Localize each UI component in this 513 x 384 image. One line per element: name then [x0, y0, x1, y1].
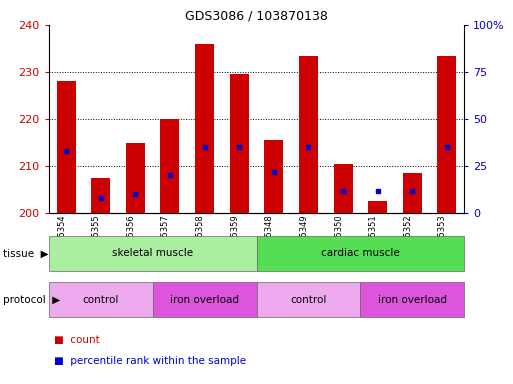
Text: protocol  ▶: protocol ▶	[3, 295, 60, 305]
Text: cardiac muscle: cardiac muscle	[321, 248, 400, 258]
Text: ■  percentile rank within the sample: ■ percentile rank within the sample	[54, 356, 246, 366]
Bar	[299, 56, 318, 213]
Bar	[230, 74, 249, 213]
Text: control: control	[290, 295, 327, 305]
Text: GDS3086 / 103870138: GDS3086 / 103870138	[185, 10, 328, 23]
Bar	[333, 164, 352, 213]
Text: control: control	[83, 295, 119, 305]
Bar	[360, 282, 464, 317]
Bar	[368, 201, 387, 213]
Bar	[49, 236, 256, 271]
Text: ■  count: ■ count	[54, 335, 100, 345]
Bar	[264, 140, 283, 213]
Bar	[126, 142, 145, 213]
Bar	[256, 282, 360, 317]
Bar	[49, 282, 153, 317]
Bar	[91, 178, 110, 213]
Bar	[438, 56, 457, 213]
Text: skeletal muscle: skeletal muscle	[112, 248, 193, 258]
Text: iron overload: iron overload	[170, 295, 239, 305]
Bar	[403, 173, 422, 213]
Bar	[56, 81, 75, 213]
Text: tissue  ▶: tissue ▶	[3, 248, 48, 258]
Bar	[153, 282, 256, 317]
Bar	[195, 44, 214, 213]
Text: iron overload: iron overload	[378, 295, 447, 305]
Bar	[161, 119, 180, 213]
Bar	[256, 236, 464, 271]
